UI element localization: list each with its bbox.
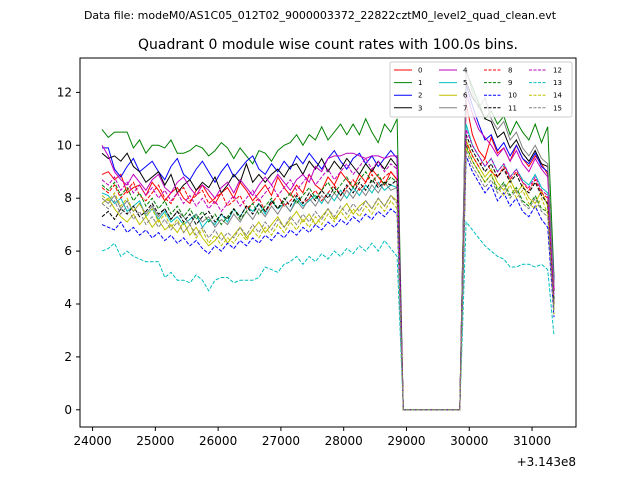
y-tick-label: 6 xyxy=(64,244,72,258)
legend-label-2: 2 xyxy=(418,92,422,100)
chart-title: Quadrant 0 module wise count rates with … xyxy=(138,37,518,53)
series-line-11 xyxy=(101,134,555,411)
x-tick-label: 26000 xyxy=(199,434,237,448)
series-line-4 xyxy=(101,92,555,411)
series-line-1 xyxy=(101,71,555,411)
legend-label-4: 4 xyxy=(463,67,468,75)
legend-label-6: 6 xyxy=(463,92,468,100)
x-tick-label: 24000 xyxy=(73,434,111,448)
x-tick-label: 28000 xyxy=(325,434,363,448)
series-line-10 xyxy=(101,155,555,411)
legend-label-13: 13 xyxy=(553,79,562,87)
legend-label-5: 5 xyxy=(463,79,467,87)
x-tick-label: 25000 xyxy=(136,434,174,448)
y-axis: 0 2 4 6 8 10 12 xyxy=(57,85,80,417)
series-line-14 xyxy=(101,147,555,411)
x-tick-label: 30000 xyxy=(450,434,488,448)
x-offset-label: +3.143e8 xyxy=(517,455,576,469)
series-line-12 xyxy=(101,129,555,411)
x-axis: 24000 25000 26000 27000 28000 29000 30000 31000 xyxy=(73,427,551,448)
legend-label-14: 14 xyxy=(553,92,562,100)
series-line-2 xyxy=(102,84,555,411)
x-tick-label: 29000 xyxy=(387,434,425,448)
y-tick-label: 4 xyxy=(64,297,72,311)
series-line-9 xyxy=(101,145,555,411)
legend-label-1: 1 xyxy=(418,79,422,87)
legend-label-7: 7 xyxy=(463,104,467,112)
series-line-15 xyxy=(101,150,555,411)
series-line-13 xyxy=(101,220,555,411)
legend-label-8: 8 xyxy=(508,67,512,75)
legend-box xyxy=(389,61,573,118)
plot-frame xyxy=(79,57,577,428)
series-line-5 xyxy=(101,123,555,411)
x-tick-label: 31000 xyxy=(513,434,551,448)
legend-label-9: 9 xyxy=(508,79,512,87)
legend-label-0: 0 xyxy=(418,67,422,75)
x-tick-label: 27000 xyxy=(262,434,300,448)
legend-label-10: 10 xyxy=(508,92,517,100)
y-tick-label: 12 xyxy=(57,85,72,99)
legend-label-11: 11 xyxy=(508,104,517,112)
suptitle: Data file: modeM0/AS1C05_012T02_90000033… xyxy=(84,9,557,22)
y-tick-label: 0 xyxy=(64,403,72,417)
y-tick-label: 2 xyxy=(64,350,72,364)
legend-label-12: 12 xyxy=(553,67,562,75)
series-line-8 xyxy=(101,142,555,411)
legend-label-15: 15 xyxy=(553,104,562,112)
series-line-0 xyxy=(101,102,555,411)
y-tick-label: 10 xyxy=(57,138,72,152)
legend-label-3: 3 xyxy=(418,104,422,112)
series-line-3 xyxy=(101,81,555,411)
plot-lines xyxy=(101,68,555,411)
y-tick-label: 8 xyxy=(64,191,72,205)
